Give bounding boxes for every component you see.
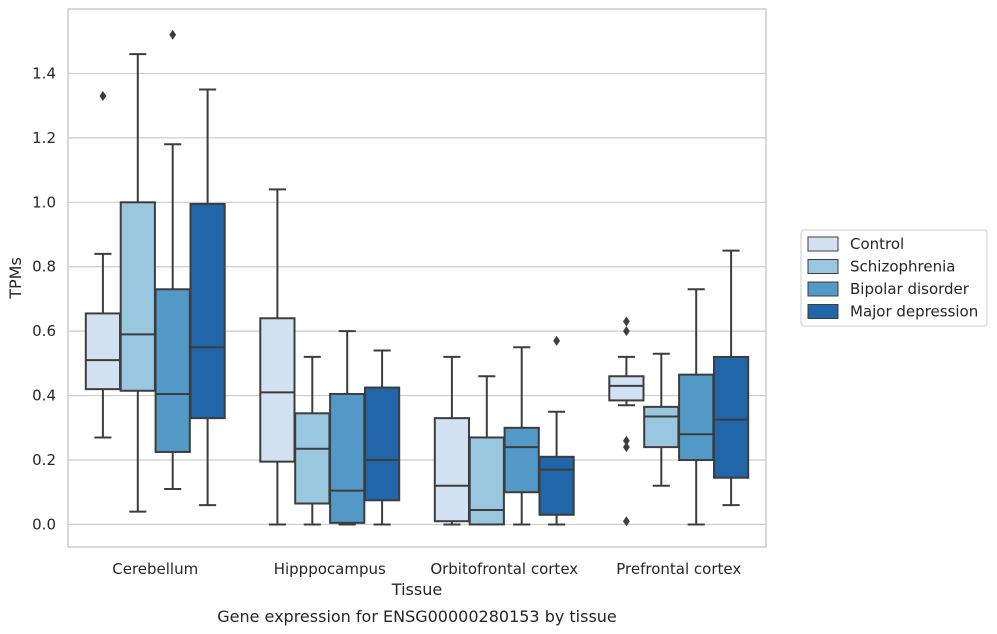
box-3-2 [678,288,715,526]
box-iqr [538,455,575,516]
box-2-2 [503,346,540,526]
box-iqr [294,412,331,505]
box-2-3 [538,335,575,526]
y-tick-label: 1.2 [32,129,56,147]
x-tick-label: Cerebellum [112,560,198,578]
x-tick-labels: Cerebellum Hipppocampus Orbitofrontal cort… [112,560,741,578]
y-tick-label: 1.4 [32,64,56,82]
y-tick-label: 0.4 [32,387,56,405]
legend-items: Control Schizophrenia Bipolar disorder Majo… [807,235,978,321]
x-tick-label: Orbitofrontal cortex [430,560,578,578]
box-1-3 [363,349,401,526]
y-tick-label: 0.6 [32,322,56,340]
box-iqr [712,355,750,479]
box-iqr [678,373,715,462]
y-tick-labels: 0.0 0.2 0.4 0.6 0.8 1.0 1.2 1.4 [32,64,56,533]
outlier-point [169,29,177,40]
box-iqr [329,392,366,524]
box-1-0 [259,188,296,526]
box-0-3 [189,88,226,507]
box-0-0 [84,90,122,439]
legend: Control Schizophrenia Bipolar disorder Majo… [800,229,988,327]
y-tick-label: 0.8 [32,258,56,276]
legend-label: Major depression [850,303,978,321]
box-0-1 [119,53,156,513]
legend-swatch [807,259,839,274]
x-tick-label: Prefrontal cortex [616,560,741,578]
x-tick-label: Hipppocampus [274,560,386,578]
figure-caption: Gene expression for ENSG00000280153 by t… [217,607,617,626]
legend-label: Bipolar disorder [850,280,970,298]
y-tick-label: 1.0 [32,193,56,211]
box-3-3 [712,249,750,507]
y-tick-label: 0.0 [32,515,56,533]
legend-swatch [807,236,839,252]
box-iqr [643,405,680,449]
box-2-1 [468,375,505,526]
legend-swatch [807,281,839,297]
y-axis-label: TPMs [6,257,25,300]
legend-frame [800,229,988,327]
plot-area-frame [67,8,767,548]
box-iqr [433,417,471,523]
box-iqr [503,426,540,494]
box-iqr [468,436,505,526]
box-iqr [84,312,122,391]
y-tick-label: 0.2 [32,451,56,469]
outlier-point [553,335,560,346]
box-iqr [363,386,401,502]
legend-label: Control [850,235,904,253]
box-iqr [154,288,191,453]
legend-swatch [807,304,839,319]
boxes [84,29,750,527]
outlier-point [623,516,630,527]
box-2-0 [433,355,471,526]
outlier-point [623,326,630,337]
box-iqr [608,375,645,402]
box-iqr [189,202,226,420]
box-3-0 [608,316,645,527]
box-iqr [119,201,156,392]
x-axis-label: Tissue [391,580,442,599]
legend-label: Schizophrenia [850,258,955,276]
outlier-point [623,435,630,446]
box-3-1 [643,352,680,487]
outlier-point [623,442,630,453]
outlier-point [99,90,107,101]
outlier-point [623,316,630,327]
box-iqr [259,317,296,463]
box-1-1 [294,355,331,526]
box-0-2 [154,29,191,491]
